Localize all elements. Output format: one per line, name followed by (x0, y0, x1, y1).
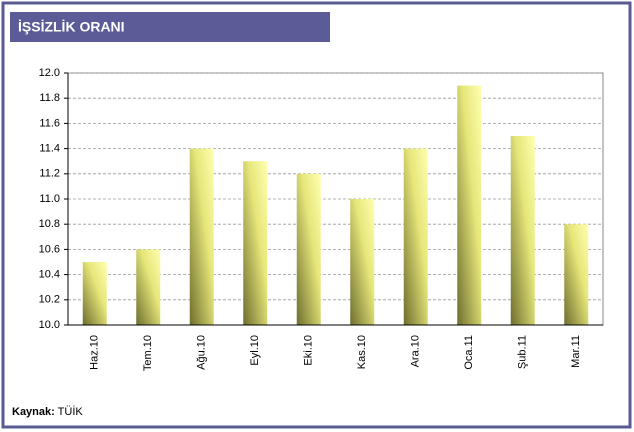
bar (403, 148, 428, 325)
bar (564, 224, 589, 325)
chart-title: İŞSİZLİK ORANI (18, 19, 125, 35)
bar (510, 136, 535, 325)
title-box (10, 12, 330, 42)
y-tick-label: 10.6 (39, 243, 60, 255)
x-tick-label: Mar.11 (570, 335, 582, 368)
x-tick-label: Şub.11 (517, 335, 529, 369)
x-tick-label: Eyl.10 (249, 335, 261, 366)
bar (296, 173, 321, 325)
bar (189, 148, 214, 325)
y-tick-label: 11.8 (39, 92, 60, 104)
x-tick-label: Oca.11 (463, 335, 475, 370)
y-tick-label: 11.2 (39, 168, 60, 180)
bar (82, 262, 107, 325)
bar (243, 161, 268, 325)
source: Kaynak: TÜİK (12, 405, 83, 418)
x-tick-label: Tem.10 (142, 335, 154, 371)
y-tick-label: 10.0 (39, 319, 60, 331)
y-tick-label: 11.4 (39, 143, 60, 155)
y-tick-label: 11.6 (39, 117, 60, 129)
x-tick-label: Ara.10 (410, 335, 422, 367)
bar (457, 85, 482, 325)
y-tick-label: 12.0 (39, 67, 60, 79)
bar (350, 199, 375, 325)
y-tick-label: 10.2 (39, 294, 60, 306)
bar (136, 249, 161, 325)
source-label: Kaynak: (12, 406, 55, 418)
x-tick-label: Haz.10 (89, 335, 101, 370)
source-text: TÜİK (58, 405, 84, 418)
y-tick-label: 10.4 (39, 269, 60, 281)
x-tick-label: Kas.10 (356, 335, 368, 369)
y-tick-label: 10.8 (39, 218, 60, 230)
x-tick-label: Ağu.10 (196, 335, 208, 370)
x-tick-label: Eki.10 (303, 335, 315, 366)
y-tick-label: 11.0 (39, 193, 60, 205)
